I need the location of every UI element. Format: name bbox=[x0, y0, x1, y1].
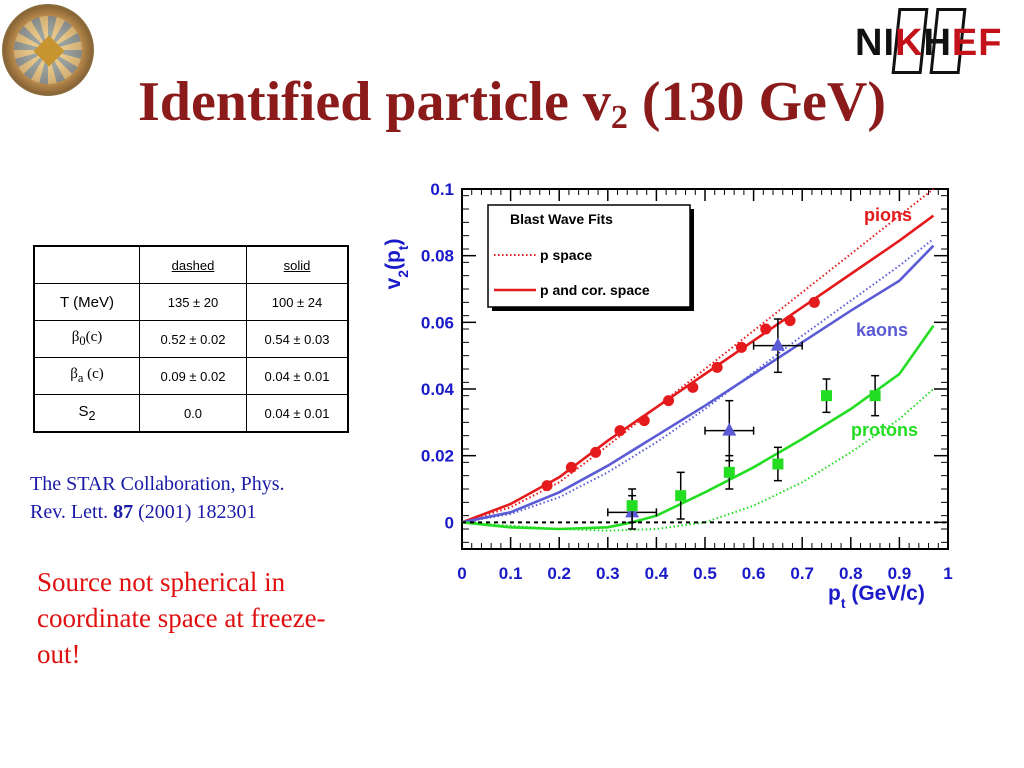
v2-chart: 0 0.1 0.2 0.3 0.4 0.5 0.6 0.7 0.8 0.9 1 0 0.02 0.04 0.… bbox=[366, 172, 966, 612]
label-pions: pions bbox=[864, 205, 912, 225]
dashed-cell: 0.52 ± 0.02 bbox=[139, 320, 247, 358]
protons-point bbox=[772, 458, 784, 470]
legend-title: Blast Wave Fits bbox=[510, 211, 613, 227]
x-tick-label: 0.2 bbox=[547, 564, 571, 583]
pions-point bbox=[784, 315, 796, 327]
pions-point bbox=[541, 480, 553, 492]
x-tick-label: 0.8 bbox=[839, 564, 863, 583]
dashed-cell: 0.0 bbox=[139, 394, 247, 433]
table-header-empty bbox=[33, 245, 140, 284]
protons-point bbox=[821, 390, 832, 402]
protons-fit-dotted bbox=[461, 388, 935, 532]
page-title: Identified particle v2 (130 GeV) bbox=[138, 71, 886, 136]
solid-cell: 0.54 ± 0.03 bbox=[246, 320, 349, 358]
label-protons: protons bbox=[851, 420, 918, 440]
protons-point bbox=[869, 390, 881, 402]
protons-point bbox=[723, 466, 735, 478]
pions-point bbox=[735, 341, 747, 353]
escher-logo bbox=[2, 4, 94, 96]
protons-point bbox=[675, 490, 687, 502]
pions-fit-dotted bbox=[461, 188, 935, 524]
table-header-row: dashed solid bbox=[33, 245, 349, 284]
x-tick-label: 1 bbox=[943, 564, 952, 583]
x-tick-label: 0.7 bbox=[790, 564, 814, 583]
pions-point bbox=[663, 395, 675, 407]
solid-cell: 100 ± 24 bbox=[246, 283, 349, 321]
table-row: S2 0.0 0.04 ± 0.01 bbox=[33, 394, 349, 433]
solid-cell: 0.04 ± 0.01 bbox=[246, 394, 349, 433]
y-tick-label: 0 bbox=[445, 513, 454, 532]
y-axis-title: v2(pt) bbox=[382, 239, 411, 290]
logo-letters: NIKHEF bbox=[855, 22, 1003, 64]
x-axis-title: pt (GeV/c) bbox=[828, 582, 925, 611]
protons-point bbox=[626, 500, 638, 512]
pions-point bbox=[808, 296, 820, 308]
solid-cell: 0.04 ± 0.01 bbox=[246, 357, 349, 395]
x-tick-label: 0.4 bbox=[645, 564, 669, 583]
pions-point bbox=[711, 361, 723, 373]
x-tick-label: 0 bbox=[457, 564, 466, 583]
dashed-cell: 135 ± 20 bbox=[139, 283, 247, 321]
y-tick-label: 0.04 bbox=[421, 380, 455, 399]
kaons-fit-dotted bbox=[461, 238, 935, 524]
param-cell: β0(c) bbox=[33, 320, 140, 358]
x-tick-label: 0.3 bbox=[596, 564, 620, 583]
x-tick-label: 0.6 bbox=[742, 564, 766, 583]
pions-point bbox=[687, 381, 699, 393]
param-cell: S2 bbox=[33, 394, 140, 433]
conclusion-text: Source not spherical in coordinate space… bbox=[37, 567, 326, 669]
chart-svg: 0 0.1 0.2 0.3 0.4 0.5 0.6 0.7 0.8 0.9 1 0 0.02 0.04 0.… bbox=[382, 180, 953, 611]
pions-point bbox=[760, 323, 772, 335]
legend: Blast Wave Fits p space p and cor. space bbox=[487, 204, 694, 311]
x-tick-label: 0.5 bbox=[693, 564, 717, 583]
table-row: βa (c) 0.09 ± 0.02 0.04 ± 0.01 bbox=[33, 357, 349, 395]
y-tick-label: 0.02 bbox=[421, 447, 454, 466]
table-row: T (MeV) 135 ± 20 100 ± 24 bbox=[33, 283, 349, 321]
legend-entry-p-space: p space bbox=[540, 247, 592, 263]
table-row: β0(c) 0.52 ± 0.02 0.54 ± 0.03 bbox=[33, 320, 349, 358]
nikhef-logo: NIKHEF bbox=[855, 8, 1015, 80]
label-kaons: kaons bbox=[856, 320, 908, 340]
parameter-table: dashed solid T (MeV) 135 ± 20 100 ± 24 β… bbox=[33, 245, 349, 433]
legend-shadow-bottom bbox=[492, 307, 694, 311]
kaons-fit-solid bbox=[461, 244, 935, 524]
x-tick-label: 0.9 bbox=[888, 564, 912, 583]
param-cell: T (MeV) bbox=[33, 283, 140, 321]
pions-point bbox=[565, 461, 577, 473]
y-tick-label: 0.06 bbox=[421, 313, 454, 332]
kaons-point bbox=[722, 422, 737, 436]
table-header-solid: solid bbox=[246, 245, 349, 284]
y-tick-label: 0.08 bbox=[421, 247, 454, 266]
y-tick-label: 0.1 bbox=[430, 180, 454, 199]
citation: The STAR Collaboration, Phys. Rev. Lett. … bbox=[30, 473, 285, 523]
param-cell: βa (c) bbox=[33, 357, 140, 395]
pions-point bbox=[614, 425, 626, 437]
x-tick-label: 0.1 bbox=[499, 564, 523, 583]
dashed-cell: 0.09 ± 0.02 bbox=[139, 357, 247, 395]
legend-shadow bbox=[690, 209, 694, 311]
pions-point bbox=[590, 446, 602, 458]
legend-entry-cor-space: p and cor. space bbox=[540, 282, 650, 298]
pions-point bbox=[638, 415, 650, 427]
kaons-point bbox=[770, 337, 785, 351]
table-header-dashed: dashed bbox=[139, 245, 247, 284]
